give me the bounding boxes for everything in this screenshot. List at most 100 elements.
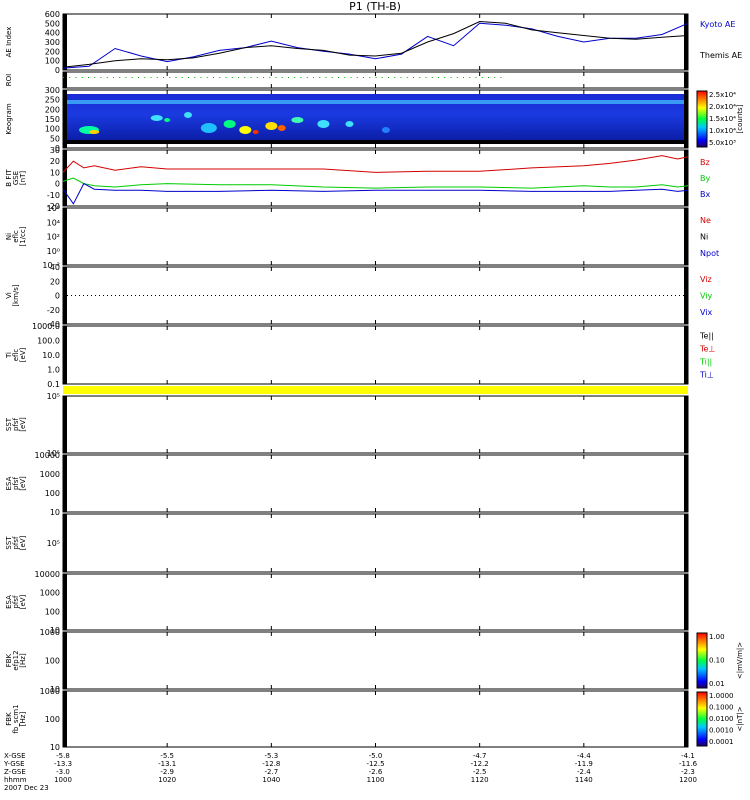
footer-y-gse: -12.2	[471, 760, 489, 768]
ae-legend-kyoto: Kyoto AE	[700, 20, 735, 29]
fbk2-ylabel: FBK	[5, 712, 13, 726]
footer-z-gse: -2.5	[473, 768, 487, 776]
sst2-ylabel: pfsf	[12, 536, 20, 550]
sst1-panel-left-stripe	[63, 396, 67, 453]
roi-marker	[169, 77, 171, 78]
ni-panel	[62, 207, 689, 266]
vi-ytick-label: -20	[47, 306, 60, 315]
bfgm-ylabel: B FIT	[5, 169, 13, 187]
roi-marker	[438, 77, 439, 78]
ni-ylabel: [1/cc]	[19, 226, 27, 246]
roi-marker	[425, 77, 427, 78]
esa1-ylabel: ESA	[5, 476, 13, 490]
keogram-panel-right-stripe	[684, 90, 688, 148]
sst1-panel	[62, 395, 689, 454]
roi-marker	[444, 77, 446, 78]
fbk1-colorbar-tick: 0.10	[709, 657, 725, 665]
roi-ylabel: ROI	[5, 74, 13, 86]
keogram-colorbar-tick: 5.0x10³	[709, 139, 736, 147]
ae-ytick-label: 300	[45, 38, 60, 47]
bfgm-ytick-label: -20	[47, 202, 60, 211]
keogram-bright-band	[67, 100, 684, 104]
keogram-colorbar-label: [counts]	[736, 104, 744, 133]
roi-marker	[250, 77, 252, 78]
footer-x-gse: -5.3	[264, 752, 278, 760]
footer-row-label: Z-GSE	[4, 768, 26, 776]
roi-marker	[163, 77, 164, 78]
sst1-panel-right-stripe	[684, 396, 688, 453]
roi-marker	[344, 77, 346, 78]
footer-x-gse: -5.5	[160, 752, 174, 760]
footer-row-label: Y-GSE	[3, 760, 25, 768]
sst1-ylabel: [eV]	[19, 417, 27, 432]
esa2-ytick-label: 100	[45, 607, 60, 616]
ti-ytick-label: 100.0	[37, 337, 60, 346]
keogram-colorbar-tick: 2.0x10⁴	[709, 103, 736, 111]
fbk1-colorbar-tick: 0.01	[709, 680, 725, 688]
roi-marker	[294, 77, 296, 78]
footer-y-gse: -11.6	[679, 760, 698, 768]
footer-y-gse: -13.3	[54, 760, 72, 768]
esa1-ytick-label: 10	[50, 508, 60, 517]
esa1-ytick-label: 100	[45, 489, 60, 498]
roi-marker	[263, 77, 264, 78]
roi-marker	[113, 77, 114, 78]
roi-marker	[400, 77, 402, 78]
esa1-ylabel: pfsf	[12, 476, 20, 490]
sst1-ylabel: pfsf	[12, 417, 20, 431]
keogram-aurora-patch	[381, 127, 390, 133]
fbk2-colorbar-tick: 0.0001	[709, 738, 734, 746]
fbk2-ylabel: fb_scm1	[12, 704, 20, 733]
ae-ytick-label: 200	[45, 47, 60, 56]
ti-legend-te: Te⊥	[699, 345, 715, 354]
esa2-ylabel: pfsf	[12, 595, 20, 609]
keogram-ytick-label: 200	[45, 105, 60, 114]
ni-legend-npot: Npot	[700, 249, 719, 258]
fbk2-panel-right-stripe	[684, 691, 688, 747]
esa1-panel-left-stripe	[63, 455, 67, 512]
bfgm-ytick-label: 10	[50, 168, 60, 177]
bfgm-ytick-label: 20	[50, 157, 60, 166]
esa1-ytick-label: 1000	[40, 470, 60, 479]
footer-time: 1020	[158, 776, 176, 784]
roi-marker	[494, 77, 496, 78]
fbk2-panel	[62, 690, 689, 748]
esa2-ytick-label: 1000	[40, 589, 60, 598]
keogram-aurora-patch	[239, 126, 252, 134]
roi-marker	[450, 77, 452, 78]
keogram-aurora-patch	[200, 123, 217, 133]
fbk2-colorbar	[696, 691, 708, 747]
fbk1-colorbar	[696, 632, 708, 689]
vi-ytick-label: 20	[50, 277, 60, 286]
ni-panel-right-stripe	[684, 208, 688, 265]
roi-marker	[106, 77, 108, 78]
ae-panel	[62, 13, 689, 71]
roi-marker	[188, 77, 189, 78]
fbk2-colorbar-tick: 0.1000	[709, 704, 734, 712]
footer-time: 1100	[367, 776, 385, 784]
keogram-bottom-band	[67, 140, 684, 144]
roi-panel-right-stripe	[684, 72, 688, 88]
bfgm-panel-left-stripe	[63, 150, 67, 206]
bfgm-series-bx	[62, 182, 689, 205]
footer-row-label: hhmm	[4, 776, 27, 784]
fbk1-colorbar-tick: 1.00	[709, 633, 725, 641]
bfgm-ylabel: [nT]	[19, 171, 27, 185]
roi-marker	[488, 77, 489, 78]
sst2-panel	[62, 513, 689, 573]
roi-marker	[306, 77, 308, 78]
footer-time: 1120	[471, 776, 489, 784]
keogram-aurora-patch	[252, 130, 259, 134]
ae-legend-themis: Themis AE	[699, 51, 742, 60]
bfgm-ylabel: GSE	[12, 171, 20, 185]
bfgm-legend-by: By	[700, 174, 710, 183]
esa1-panel-right-stripe	[684, 455, 688, 512]
ti-ytick-label: 10.0	[42, 351, 60, 360]
sst2-ylabel: SST	[5, 536, 13, 550]
keogram-ytick-label: 250	[45, 96, 60, 105]
roi-marker	[125, 77, 127, 78]
roi-marker	[300, 77, 302, 78]
esa2-ylabel: [eV]	[19, 594, 27, 609]
vi-ytick-label: 40	[50, 263, 60, 272]
roi-marker	[419, 77, 421, 78]
